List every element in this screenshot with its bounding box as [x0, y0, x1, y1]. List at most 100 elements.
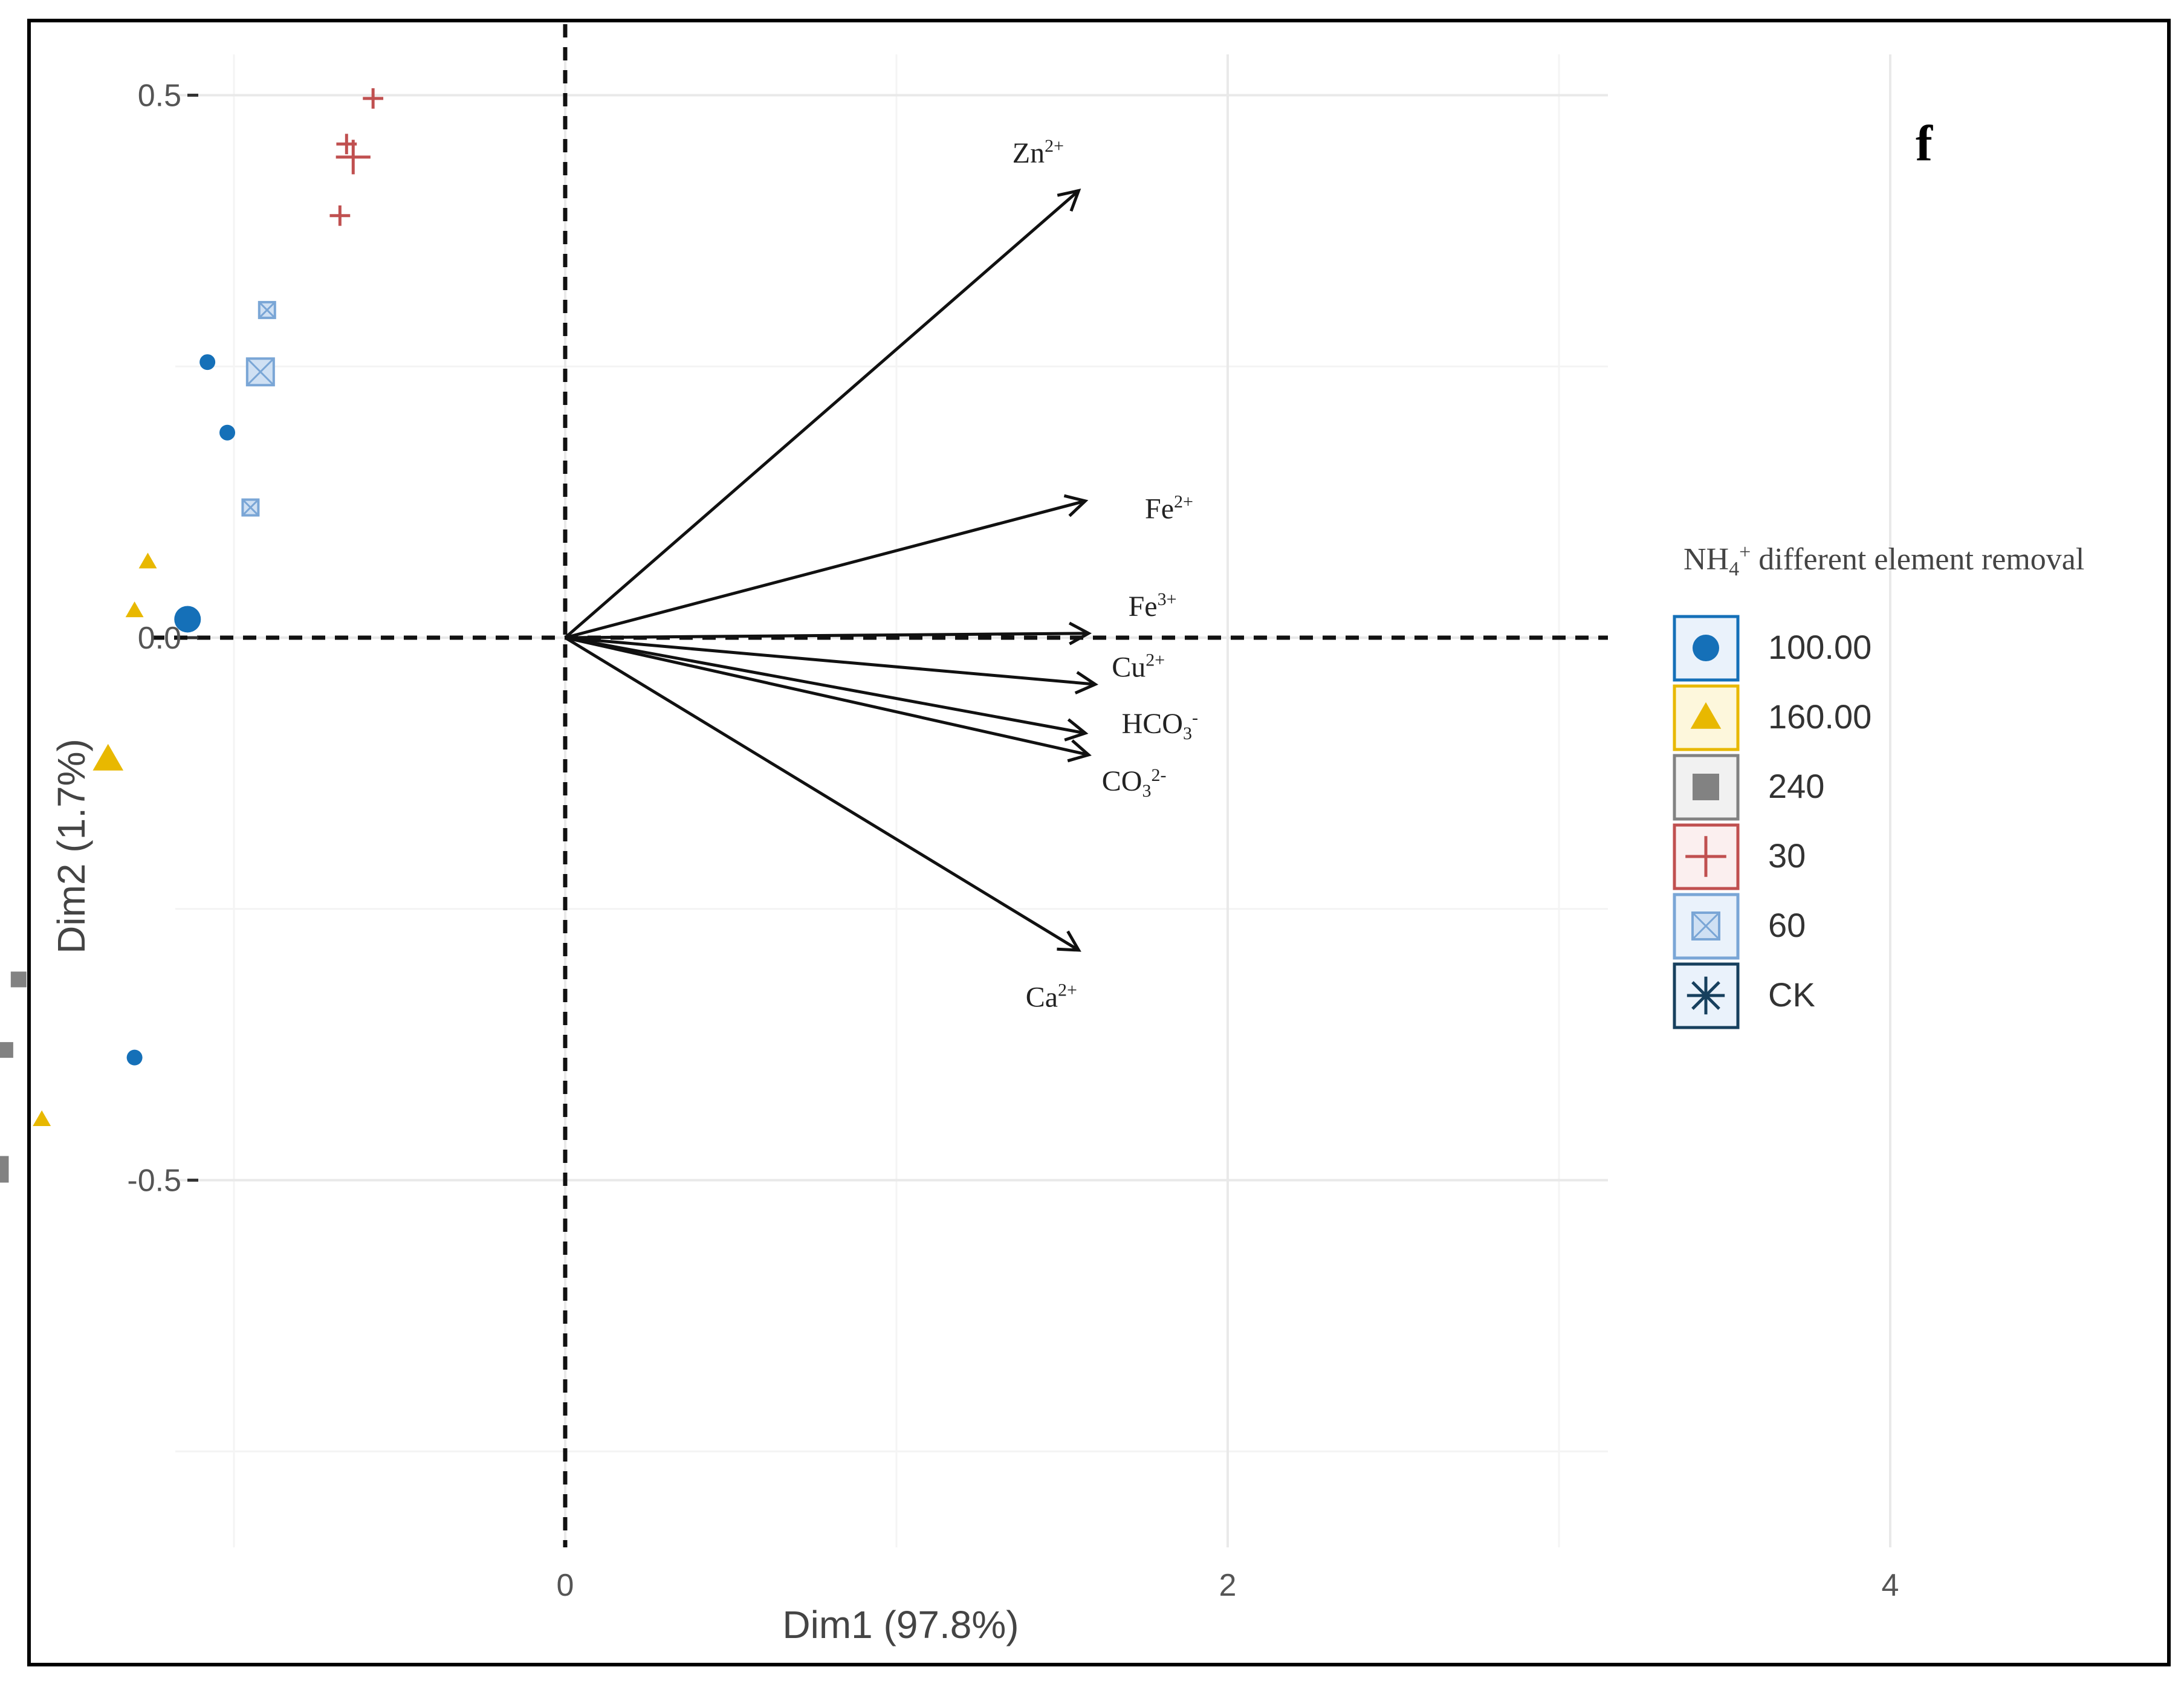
vector-label-base: HCO — [1122, 708, 1183, 740]
circle-marker — [126, 1049, 143, 1066]
arrowhead — [1057, 189, 1081, 212]
y-tick-label: 0.5 — [138, 79, 181, 114]
loading-vector-line — [565, 632, 1089, 639]
vector-label-sup: 2+ — [1058, 980, 1077, 1000]
vector-label: Fe3+ — [1129, 589, 1177, 623]
legend-title-sub: 4 — [1729, 558, 1739, 580]
legend-title-base: NH — [1683, 542, 1729, 577]
arrowhead — [1074, 671, 1098, 694]
vector-label-sup: 2+ — [1045, 136, 1064, 156]
loading-vector-line — [564, 189, 1080, 639]
circle-marker — [219, 424, 236, 441]
point-circle — [219, 424, 236, 441]
vector-label-base: Fe — [1129, 591, 1158, 623]
point-square — [10, 971, 27, 988]
y-axis-title: Dim2 (1.7%) — [50, 739, 93, 954]
legend-key-circle-icon — [1693, 635, 1719, 661]
asterisk-stroke — [1691, 981, 1720, 1010]
vector-label: Ca2+ — [1026, 980, 1077, 1013]
arrowhead — [1063, 494, 1089, 517]
circle-marker — [199, 354, 216, 371]
vector-label: Cu2+ — [1112, 650, 1165, 684]
x-tick-label: 0 — [557, 1568, 574, 1603]
legend-title-sup: + — [1739, 541, 1751, 563]
vector-label: Fe2+ — [1145, 492, 1193, 525]
panel-label: f — [1916, 115, 1933, 172]
legend-item-label: 160.00 — [1768, 698, 1871, 736]
point-square-x — [245, 357, 275, 387]
point-square-x — [258, 300, 276, 319]
square-x-diag-2 — [258, 301, 276, 319]
loading-vectors: Zn2+Fe2+Fe3+Cu2+HCO3-CO32-Ca2+ — [564, 136, 1198, 1013]
triangle-marker — [138, 552, 157, 569]
circle-marker — [1693, 635, 1719, 661]
vector-label-sup: 2+ — [1174, 492, 1193, 512]
point-triangle — [138, 552, 157, 569]
square-marker — [0, 1042, 13, 1058]
square-marker — [0, 1156, 9, 1183]
triangle-marker — [125, 601, 144, 618]
square-x-diag-2 — [242, 499, 259, 516]
loading-vector-line — [565, 499, 1086, 639]
legend-key-square-x-icon — [1691, 911, 1720, 941]
legend-key-plus-icon — [1685, 836, 1726, 877]
point-triangle — [92, 743, 124, 771]
loading-vector-line — [565, 636, 1096, 686]
legend-items: 100.00 160.00 240 30 60 CK — [1673, 615, 1871, 1029]
square-x-diag-2 — [246, 358, 274, 386]
minor-grid — [175, 54, 1608, 1547]
legend-item-label: 60 — [1768, 906, 1806, 944]
point-triangle — [125, 601, 144, 618]
triangle-marker — [1690, 702, 1722, 729]
circle-marker — [174, 606, 201, 633]
legend-key-box — [1673, 893, 1740, 960]
legend-item-label: 100.00 — [1768, 628, 1871, 666]
point-square — [0, 1156, 9, 1183]
arrowhead — [1064, 718, 1089, 742]
vector-label: HCO3- — [1122, 708, 1198, 743]
legend-item-label: CK — [1768, 976, 1815, 1014]
vector-label: CO32- — [1102, 765, 1167, 801]
point-square-x — [241, 498, 260, 517]
legend-title-rest: different element removal — [1751, 542, 2084, 577]
square-marker — [10, 971, 27, 988]
point-plus — [363, 88, 384, 109]
legend: NH4+ different element removal 100.00 160… — [1673, 541, 2084, 1029]
point-triangle — [33, 1110, 51, 1127]
point-circle — [126, 1049, 143, 1066]
scatter-points — [0, 88, 384, 1183]
square-x-diag-2 — [1691, 911, 1720, 941]
loading-vector-line — [565, 636, 1089, 757]
x-axis-title: Dim1 (97.8%) — [782, 1603, 1019, 1646]
x-tick-label: 4 — [1882, 1568, 1899, 1603]
legend-item-label: 30 — [1768, 837, 1806, 875]
point-plus — [329, 205, 351, 226]
plot-panel — [175, 54, 1608, 1547]
vector-label: Zn2+ — [1013, 136, 1064, 169]
vector-label-sub: 3 — [1183, 724, 1192, 743]
y-axis: 0.5 0.0 -0.5 — [127, 79, 198, 1199]
vector-label-sup: - — [1192, 708, 1198, 728]
loading-vector-line — [565, 636, 1086, 735]
y-tick-label: 0.0 — [138, 621, 181, 656]
legend-key-asterisk-icon — [1687, 976, 1725, 1015]
vector-label-base: Ca — [1026, 981, 1058, 1013]
reference-lines — [151, 24, 1608, 1547]
x-tick-label: 2 — [1219, 1568, 1237, 1603]
loading-vector-line — [564, 636, 1080, 952]
square-marker — [1693, 774, 1719, 800]
arrowhead — [1057, 930, 1081, 952]
vector-label-base: CO — [1102, 765, 1142, 797]
arrowhead — [1068, 621, 1092, 646]
point-square — [0, 1042, 13, 1058]
vector-label-base: Fe — [1145, 493, 1174, 525]
x-axis: -20246 — [557, 1568, 1899, 1603]
vector-label-sup: 2+ — [1145, 650, 1165, 670]
triangle-marker — [33, 1110, 51, 1127]
point-plus — [335, 140, 371, 175]
vector-label-sub: 3 — [1142, 781, 1151, 801]
vector-label-sup: 3+ — [1158, 589, 1177, 609]
triangle-marker — [92, 743, 124, 771]
point-circle — [174, 606, 201, 633]
